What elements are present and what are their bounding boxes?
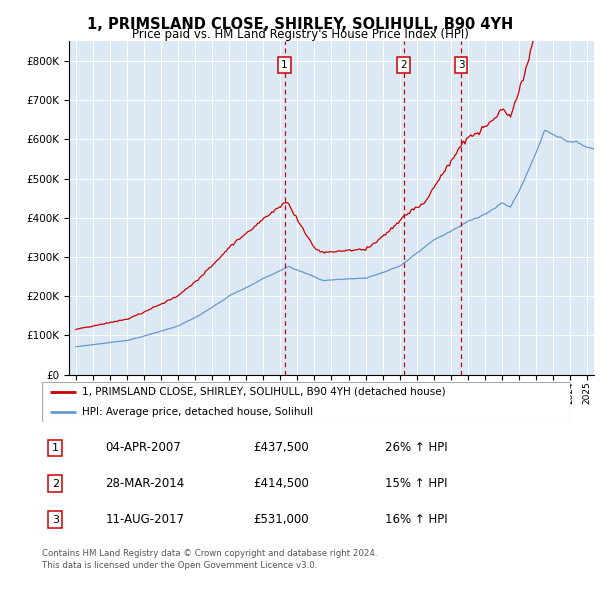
Text: 15% ↑ HPI: 15% ↑ HPI (385, 477, 448, 490)
Text: 3: 3 (52, 514, 59, 525)
Text: £437,500: £437,500 (253, 441, 309, 454)
Text: 26% ↑ HPI: 26% ↑ HPI (385, 441, 448, 454)
Text: 11-AUG-2017: 11-AUG-2017 (106, 513, 184, 526)
Text: 2: 2 (52, 479, 59, 489)
Text: 1: 1 (281, 60, 288, 70)
Text: 04-APR-2007: 04-APR-2007 (106, 441, 181, 454)
Text: 16% ↑ HPI: 16% ↑ HPI (385, 513, 448, 526)
Text: Price paid vs. HM Land Registry's House Price Index (HPI): Price paid vs. HM Land Registry's House … (131, 28, 469, 41)
Text: £531,000: £531,000 (253, 513, 309, 526)
Text: 1, PRIMSLAND CLOSE, SHIRLEY, SOLIHULL, B90 4YH: 1, PRIMSLAND CLOSE, SHIRLEY, SOLIHULL, B… (87, 17, 513, 32)
Text: 2: 2 (400, 60, 407, 70)
Text: Contains HM Land Registry data © Crown copyright and database right 2024.: Contains HM Land Registry data © Crown c… (42, 549, 377, 558)
Text: 1: 1 (52, 443, 59, 453)
Text: This data is licensed under the Open Government Licence v3.0.: This data is licensed under the Open Gov… (42, 560, 317, 569)
Text: 1, PRIMSLAND CLOSE, SHIRLEY, SOLIHULL, B90 4YH (detached house): 1, PRIMSLAND CLOSE, SHIRLEY, SOLIHULL, B… (82, 387, 445, 396)
Text: 3: 3 (458, 60, 464, 70)
Text: £414,500: £414,500 (253, 477, 309, 490)
Text: HPI: Average price, detached house, Solihull: HPI: Average price, detached house, Soli… (82, 407, 313, 417)
Text: 28-MAR-2014: 28-MAR-2014 (106, 477, 185, 490)
